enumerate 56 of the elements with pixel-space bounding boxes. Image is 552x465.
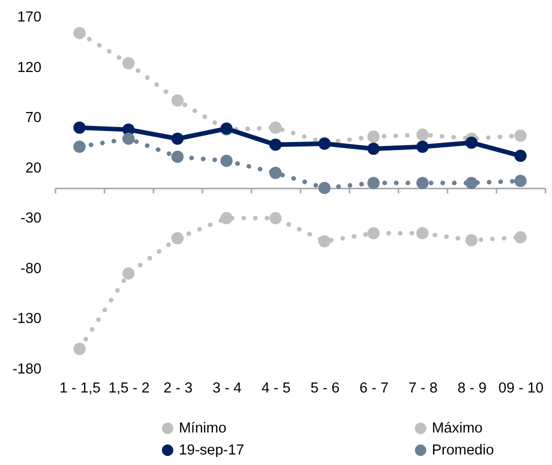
- point: [171, 132, 184, 145]
- point: [122, 57, 135, 70]
- legend-label: Mínimo: [178, 420, 226, 436]
- y-tick-label: 120: [17, 60, 42, 76]
- y-tick-label: 170: [17, 10, 42, 26]
- legend-label: Promedio: [432, 442, 494, 458]
- point: [269, 122, 282, 134]
- point: [514, 150, 527, 162]
- point: [416, 140, 429, 153]
- y-tick-label: -30: [20, 210, 42, 227]
- point: [514, 174, 527, 188]
- point: [367, 227, 380, 240]
- point: [220, 212, 233, 224]
- point: [465, 176, 478, 190]
- point: [269, 166, 282, 179]
- point: [416, 128, 429, 141]
- legend-label: 19-sep-17: [178, 442, 244, 458]
- y-tick-label: -80: [20, 260, 42, 277]
- x-tick-label: 3 - 4: [212, 380, 242, 396]
- y-tick-label: 20: [25, 160, 42, 176]
- point: [416, 176, 429, 190]
- y-tick-label: -180: [12, 362, 42, 378]
- point: [220, 154, 233, 167]
- point: [122, 267, 135, 280]
- point: [318, 182, 331, 194]
- point: [122, 132, 135, 145]
- point: [73, 342, 86, 355]
- point: [367, 130, 380, 143]
- point: [465, 136, 478, 149]
- point: [514, 231, 527, 244]
- point: [269, 212, 282, 224]
- point: [73, 122, 86, 134]
- x-tick-label: 1,5 - 2: [108, 380, 150, 396]
- x-tick-label: 2 - 3: [163, 380, 193, 396]
- x-tick-label: 8 - 9: [457, 380, 487, 396]
- point: [514, 130, 527, 142]
- x-tick-label: 6 - 7: [359, 380, 389, 396]
- point: [269, 138, 282, 151]
- point: [367, 142, 380, 155]
- point: [416, 227, 429, 240]
- point: [73, 140, 86, 153]
- point: [171, 232, 184, 244]
- legend-label: Máximo: [432, 420, 483, 436]
- x-tick-label: 7 - 8: [408, 380, 438, 396]
- point: [73, 26, 86, 40]
- point: [318, 235, 331, 248]
- x-tick-label: 4 - 5: [261, 380, 291, 396]
- y-tick-label: 70: [25, 110, 42, 126]
- point: [465, 234, 478, 246]
- point: [171, 94, 184, 107]
- x-tick-label: 5 - 6: [310, 380, 340, 396]
- point: [171, 150, 184, 163]
- point: [367, 176, 380, 190]
- y-tick-label: -130: [12, 311, 42, 328]
- x-tick-label: 09 - 10: [498, 380, 544, 396]
- x-tick-label: 1 - 1,5: [59, 380, 101, 396]
